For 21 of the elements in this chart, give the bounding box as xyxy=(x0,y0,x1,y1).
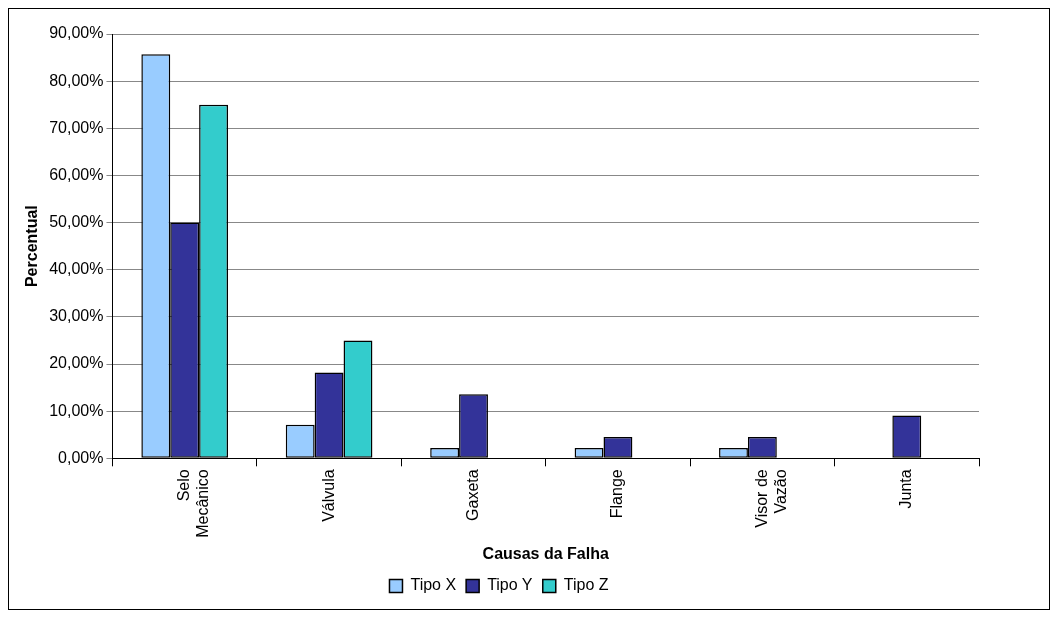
y-tick-label: 20,00% xyxy=(49,354,104,372)
x-tick-label: Visor de Vazão xyxy=(752,469,789,528)
x-tick-label: Válvula xyxy=(319,469,337,522)
x-axis-title: Causas da Falha xyxy=(482,544,609,562)
y-tick-label: 40,00% xyxy=(49,260,104,278)
x-tick-label: Junta xyxy=(897,469,915,509)
y-tick-label: 90,00% xyxy=(49,24,104,42)
y-axis-title: Percentual xyxy=(23,205,41,288)
y-tick-label: 30,00% xyxy=(49,307,104,325)
y-tick-label: 50,00% xyxy=(49,212,104,230)
x-tick-label: Selo Mecânico xyxy=(175,469,212,538)
x-tick-label: Gaxeta xyxy=(463,469,481,521)
y-tick-label: 70,00% xyxy=(49,118,104,136)
legend-label: Tipo X xyxy=(410,576,457,594)
x-tick-label: Flange xyxy=(608,469,626,519)
y-tick-label: 60,00% xyxy=(49,165,104,183)
y-tick-label: 80,00% xyxy=(49,71,104,89)
legend-label: Tipo Z xyxy=(563,576,609,594)
legend-label: Tipo Y xyxy=(487,576,533,594)
y-tick-label: 10,00% xyxy=(49,401,104,419)
y-tick-label: 0,00% xyxy=(58,448,104,466)
